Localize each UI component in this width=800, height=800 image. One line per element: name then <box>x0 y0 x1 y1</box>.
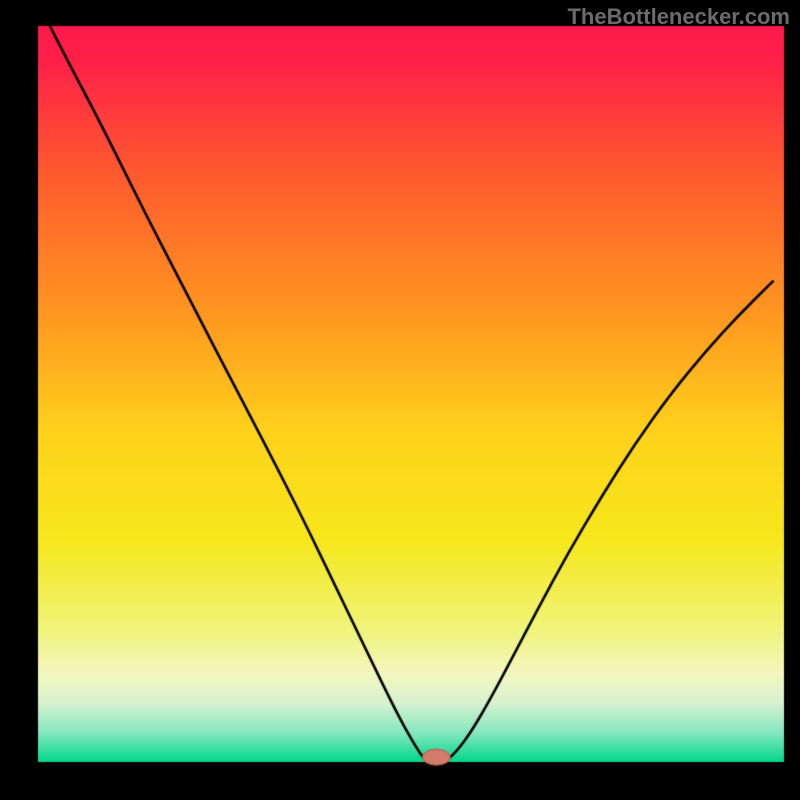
bottleneck-chart-canvas <box>0 0 800 800</box>
chart-container: TheBottlenecker.com <box>0 0 800 800</box>
watermark-text: TheBottlenecker.com <box>567 4 790 30</box>
